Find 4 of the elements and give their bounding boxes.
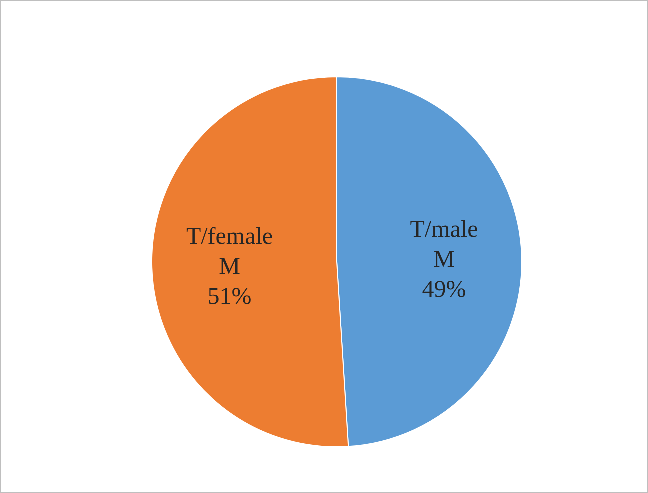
data-label: 51% [208, 284, 252, 310]
data-label: 49% [422, 277, 466, 304]
slice-label: T/female M [186, 224, 274, 280]
slice-label: T/male M [410, 217, 478, 274]
